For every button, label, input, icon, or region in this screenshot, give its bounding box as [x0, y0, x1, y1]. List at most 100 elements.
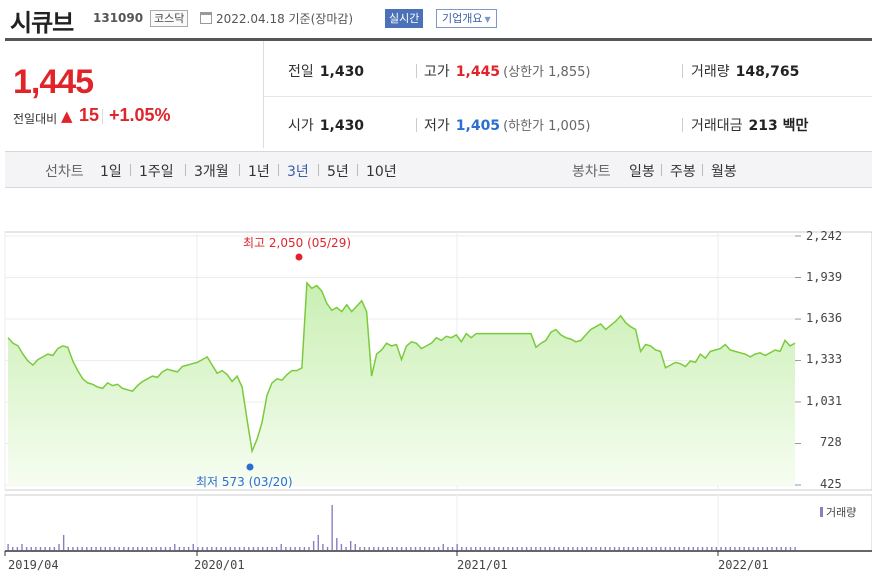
volume-bar	[535, 547, 537, 550]
stat-label: 고가	[424, 64, 450, 80]
volume-bar	[720, 547, 722, 550]
volume-bar	[90, 547, 93, 550]
volume-bar	[354, 544, 357, 550]
volume-bar	[711, 547, 713, 550]
volume-bar	[127, 547, 130, 550]
volume-bar	[604, 547, 606, 550]
volume-bar	[201, 547, 204, 550]
volume-bar	[627, 547, 630, 550]
volume-bar	[687, 547, 690, 550]
chart-period-tabs: 선차트 1일 1주일 3개월 1년 3년 5년 10년 봉차트 일봉 주봉 월봉	[5, 151, 872, 188]
volume-bar	[586, 547, 588, 550]
volume-bar	[137, 547, 139, 550]
tab-1d[interactable]: 1일	[100, 164, 122, 180]
tab-daily[interactable]: 일봉	[629, 164, 655, 180]
volume-bar	[377, 547, 380, 550]
volume-bar	[405, 547, 407, 550]
volume-legend-label: 거래량	[826, 506, 857, 519]
volume-bar	[303, 547, 306, 550]
volume-bar	[479, 547, 481, 550]
volume-bar	[637, 547, 639, 550]
volume-bar	[150, 547, 153, 550]
volume-bar	[53, 547, 56, 550]
volume-bar	[553, 547, 556, 550]
volume-bar	[123, 547, 125, 550]
volume-bar	[738, 547, 741, 550]
volume-bar	[428, 547, 431, 550]
volume-bar	[169, 547, 171, 550]
realtime-button[interactable]: 실시간	[385, 9, 424, 28]
volume-bar	[562, 547, 565, 550]
volume-bar	[25, 547, 28, 550]
volume-bar	[437, 547, 440, 550]
volume-bar	[414, 547, 417, 550]
volume-bar	[132, 547, 134, 550]
company-info-button[interactable]: 기업개요 ▼	[436, 9, 497, 28]
volume-bar	[678, 547, 681, 550]
volume-bar	[16, 547, 19, 550]
tab-weekly[interactable]: 주봉	[670, 164, 696, 180]
volume-bar	[664, 547, 667, 550]
tab-3m[interactable]: 3개월	[194, 164, 229, 180]
volume-bar	[39, 547, 42, 550]
volume-bar	[86, 547, 88, 550]
y-tick-label: 1,333	[806, 352, 843, 366]
price-chart: 2,242 1,939 1,636 1,333 1,031 728 425 최고…	[0, 188, 872, 582]
volume-bar	[502, 547, 505, 550]
header-divider	[5, 38, 872, 41]
volume-bar	[206, 547, 208, 550]
stat-low: 저가 1,405 (하한가 1,005)	[424, 115, 590, 135]
volume-bar	[697, 547, 699, 550]
volume-bar	[771, 547, 773, 550]
tab-separator	[239, 164, 240, 176]
volume-bar	[229, 547, 232, 550]
volume-bar	[646, 547, 648, 550]
volume-bar	[456, 544, 458, 550]
stat-value: 1,430	[319, 118, 365, 134]
stat-sub: (하한가 1,005)	[503, 119, 591, 134]
price-line	[7, 281, 796, 454]
volume-bar	[544, 547, 546, 550]
volume-bar	[164, 547, 167, 550]
volume-bar	[391, 547, 394, 550]
tab-1w[interactable]: 1주일	[139, 164, 174, 180]
volume-bar	[238, 547, 241, 550]
volume-bar	[748, 547, 750, 550]
volume-bar	[761, 547, 764, 550]
volume-bar	[174, 544, 176, 550]
stat-value: 213 백만	[748, 118, 809, 134]
volume-bar	[632, 547, 634, 550]
tab-10y[interactable]: 10년	[366, 164, 397, 180]
volume-bar	[35, 547, 37, 550]
volume-bar	[498, 547, 500, 550]
volume-bar	[669, 547, 671, 550]
stat-value: 1,430	[319, 64, 365, 80]
volume-bar	[317, 535, 319, 550]
tab-5y[interactable]: 5년	[327, 164, 349, 180]
volume-bar	[192, 544, 194, 550]
volume-bar	[368, 547, 370, 550]
volume-bar	[516, 547, 519, 550]
x-tick-label: 2021/01	[457, 558, 508, 572]
volume-bar	[224, 547, 227, 550]
tab-monthly[interactable]: 월봉	[711, 164, 737, 180]
volume-bar	[424, 547, 426, 550]
volume-bar	[49, 547, 51, 550]
volume-bar	[76, 547, 79, 550]
volume-bar	[345, 547, 347, 550]
volume-bar	[215, 547, 218, 550]
volume-bar	[271, 547, 273, 550]
volume-bar	[382, 547, 384, 550]
volume-bar	[775, 547, 778, 550]
tab-3y[interactable]: 3년	[287, 164, 309, 180]
tab-separator	[661, 164, 662, 176]
tab-1y[interactable]: 1년	[248, 164, 270, 180]
volume-bar	[30, 547, 32, 550]
volume-bar	[220, 547, 222, 550]
volume-bar	[104, 547, 107, 550]
stat-label: 거래대금	[691, 118, 743, 134]
volume-bar	[95, 547, 97, 550]
volume-bar	[252, 547, 255, 550]
y-tick-label: 1,031	[806, 394, 843, 408]
y-tick-label: 1,636	[806, 311, 843, 325]
